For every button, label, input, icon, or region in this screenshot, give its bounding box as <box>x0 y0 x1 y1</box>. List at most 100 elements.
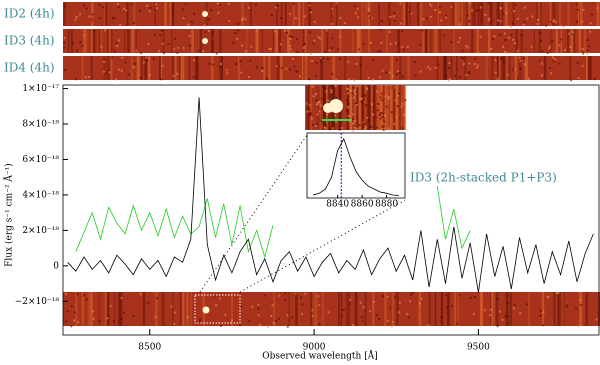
strip-noise <box>462 57 465 60</box>
strip-noise <box>85 7 88 10</box>
strip-column <box>457 2 460 26</box>
strip-noise <box>572 31 575 34</box>
strip-noise <box>411 292 414 295</box>
strip-column <box>439 29 441 53</box>
strip-column <box>447 292 450 326</box>
strip-noise <box>395 73 398 76</box>
strip-column <box>573 29 576 53</box>
strip-noise <box>375 90 378 93</box>
strip-noise <box>575 3 578 6</box>
strip-noise <box>379 50 382 53</box>
strip-column <box>190 292 192 326</box>
strip-noise <box>315 93 318 96</box>
strip-column <box>179 56 181 80</box>
strip-noise <box>487 2 490 5</box>
strip-noise <box>506 74 509 77</box>
strip-noise <box>365 103 368 106</box>
strip-noise <box>496 298 499 301</box>
strip-column <box>361 85 364 130</box>
strip-noise <box>208 29 211 32</box>
strip-noise <box>255 30 258 33</box>
strip-noise <box>208 18 211 21</box>
strip-noise <box>311 124 314 127</box>
strip-noise <box>395 58 398 61</box>
strip-column <box>106 56 110 80</box>
strip-noise <box>280 17 283 20</box>
strip-noise <box>154 315 157 318</box>
strip-noise <box>244 18 247 21</box>
strip-column <box>100 29 103 53</box>
strip-noise <box>308 104 311 107</box>
strip-noise <box>552 60 555 63</box>
strip-noise <box>429 3 432 6</box>
strip-noise <box>469 296 472 299</box>
strip-noise <box>399 2 402 5</box>
strip-noise <box>74 78 77 81</box>
strip-column <box>81 56 84 80</box>
inset-tick-label: 8860 <box>351 200 374 210</box>
strip-noise <box>390 325 393 328</box>
strip-column <box>330 2 332 26</box>
strip-noise <box>445 16 448 19</box>
strip-column <box>103 2 105 26</box>
strip-noise <box>487 19 490 22</box>
strip-noise <box>489 308 492 311</box>
strip-column <box>285 2 287 26</box>
strip-column <box>367 29 371 53</box>
strip-noise <box>104 29 107 32</box>
strip-noise <box>122 7 125 10</box>
strip-noise <box>398 301 401 304</box>
strip-noise <box>301 303 304 306</box>
strip-noise <box>444 294 447 297</box>
strip-column <box>580 292 583 326</box>
strip-noise <box>389 43 392 46</box>
strip-noise <box>219 63 222 66</box>
strip-noise <box>83 294 86 297</box>
strip-noise <box>331 72 334 75</box>
strip-noise <box>291 57 294 60</box>
strip-noise <box>403 113 406 116</box>
strip-noise <box>392 86 395 89</box>
strip-noise <box>468 62 471 65</box>
strip-noise <box>315 74 318 77</box>
strip-column <box>419 2 423 26</box>
strip-column <box>246 29 248 53</box>
strip-noise <box>242 17 245 20</box>
strip-noise <box>142 61 145 64</box>
strip-column <box>339 29 342 53</box>
strip-column <box>90 292 93 326</box>
strip-column <box>382 85 384 130</box>
strip-column <box>399 56 402 80</box>
strip-noise <box>504 39 507 42</box>
strip-column <box>578 29 581 53</box>
strip-noise <box>296 70 299 73</box>
strip-noise <box>193 59 196 62</box>
strip-column <box>220 56 223 80</box>
strip-column <box>577 2 579 26</box>
strip-column <box>219 29 222 53</box>
strip-noise <box>351 118 354 121</box>
strip-noise <box>275 6 278 9</box>
strip-column <box>505 292 509 326</box>
strip-noise <box>74 18 77 21</box>
strip-noise <box>440 316 443 319</box>
strip-noise <box>579 298 582 301</box>
strip-noise <box>558 44 561 47</box>
strip-noise <box>65 293 68 296</box>
strip-column <box>174 56 177 80</box>
strip-noise <box>79 40 82 43</box>
strip-noise <box>530 45 533 48</box>
strip-noise <box>499 20 502 23</box>
strip-column <box>241 2 244 26</box>
strip-noise <box>357 16 360 19</box>
strip-noise <box>474 57 477 60</box>
strip-noise <box>447 66 450 69</box>
strip-column <box>159 56 161 80</box>
strip-noise <box>586 49 589 52</box>
strip-noise <box>176 51 179 54</box>
strip-column <box>520 29 523 53</box>
strip-noise <box>352 86 355 89</box>
strip-noise <box>215 304 218 307</box>
strip-noise <box>456 322 459 325</box>
strip-noise <box>318 304 321 307</box>
